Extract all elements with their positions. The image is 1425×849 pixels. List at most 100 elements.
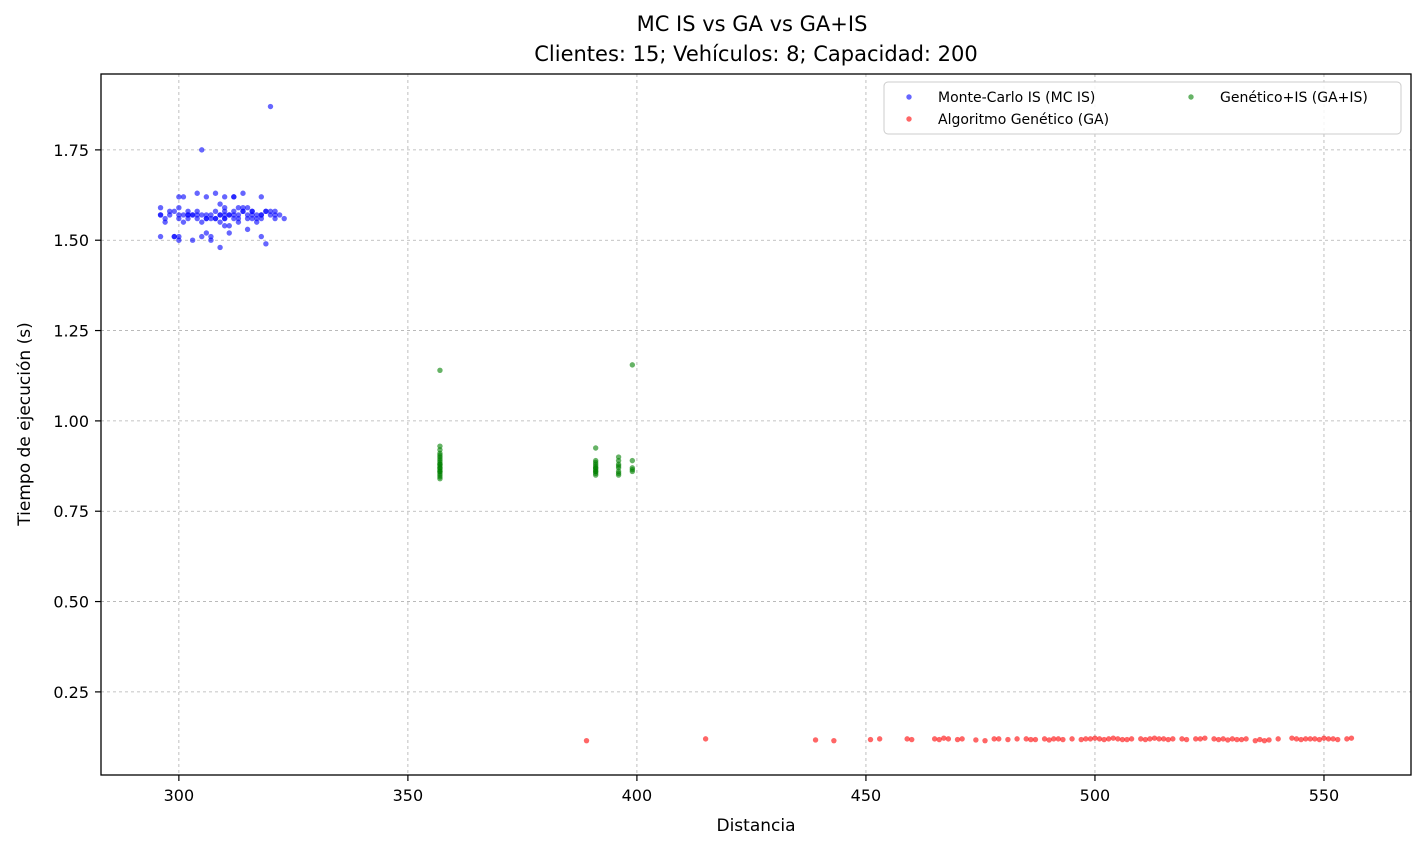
point-ga [1275,736,1281,742]
legend-marker-ga [906,116,912,122]
point-mc-is [267,103,274,110]
y-tick-label: 0.75 [53,502,89,521]
point-ga [1348,735,1355,741]
point-mc-is [240,208,246,215]
point-ga [1156,736,1162,742]
point-mc-is [254,212,260,218]
series-mc-is [157,103,287,251]
y-tick-label: 0.25 [53,683,89,702]
axis-ticks: 300 350 400 450 500 550 0.25 0.50 0.75 1.00 1.25 1.… [53,141,1339,805]
point-mc-is [226,230,232,236]
point-ga [1092,735,1098,741]
point-mc-is [258,194,265,200]
point-ga [1183,736,1190,743]
point-ga-is [592,445,599,451]
point-mc-is [226,212,232,218]
point-ga [1266,737,1272,743]
point-ga [954,736,961,743]
point-ga [1211,736,1217,742]
point-ga-is [629,457,636,464]
point-ga [1078,736,1084,743]
point-ga [1005,736,1011,743]
x-tick-label: 400 [622,786,653,805]
point-ga-is [437,367,443,373]
point-mc-is [199,212,205,218]
point-ga [1335,736,1341,743]
point-ga [1101,736,1107,743]
point-ga [1261,737,1268,744]
point-ga [702,736,709,742]
point-ga [1215,736,1222,743]
point-mc-is [226,223,232,229]
point-ga [1151,735,1158,741]
point-ga [1243,736,1249,742]
point-ga [1238,736,1245,743]
point-ga [1060,736,1066,743]
point-ga [1257,736,1263,743]
point-mc-is [199,147,205,153]
point-ga [1289,735,1295,741]
point-mc-is [217,219,223,225]
point-mc-is [176,205,182,211]
point-mc-is [258,215,265,222]
point-mc-is [217,201,223,207]
data-points [157,103,1355,744]
point-mc-is [180,219,187,225]
point-ga [1014,736,1020,742]
point-mc-is [180,194,187,200]
point-mc-is [235,205,242,211]
point-ga [1128,736,1135,742]
point-mc-is [231,212,237,218]
point-ga [1124,736,1130,743]
point-mc-is [254,219,260,225]
point-ga [1023,736,1029,742]
point-mc-is [244,226,251,233]
point-ga-is [437,461,443,467]
y-axis-label: Tiempo de ejecución (s) [15,322,35,526]
legend: Monte-Carlo IS (MC IS) Algoritmo Genétic… [883,81,1402,135]
point-ga [1032,736,1039,743]
point-mc-is [276,212,283,218]
point-ga [1197,736,1204,742]
point-ga [1302,736,1309,742]
point-mc-is [212,215,219,222]
point-mc-is [176,215,182,222]
point-mc-is [185,212,191,218]
point-mc-is [244,205,251,211]
point-mc-is [157,212,164,218]
point-mc-is [157,233,164,240]
point-ga [1165,736,1171,743]
point-mc-is [231,194,237,200]
legend-box [883,81,1402,135]
point-ga-is [629,465,636,471]
point-ga [1234,736,1240,743]
x-axis-label: Distancia [716,816,795,836]
legend-marker-mc-is [906,94,912,100]
point-ga [1344,736,1350,742]
point-ga [941,735,947,741]
point-mc-is [194,212,200,218]
series-ga [583,735,1355,744]
point-mc-is [199,233,205,240]
point-mc-is [167,208,173,215]
chart-title: MC IS vs GA vs GA+IS [637,12,868,36]
point-mc-is [180,212,187,218]
point-ga [867,736,874,743]
point-ga [876,736,883,742]
point-ga [1170,736,1176,742]
point-ga [1087,736,1094,742]
x-tick-label: 550 [1309,786,1340,805]
point-ga [583,737,590,744]
point-ga [991,736,997,742]
point-ga [1115,736,1121,742]
point-ga-is [615,454,622,460]
legend-marker-ga-is [1188,94,1194,100]
point-ga [1307,736,1313,742]
point-ga-is [592,465,599,471]
x-tick-label: 450 [851,786,882,805]
point-mc-is [240,190,246,196]
point-mc-is [244,212,251,218]
point-mc-is [221,215,228,222]
chart-subtitle: Clientes: 15; Vehículos: 8; Capacidad: 2… [534,42,978,66]
point-ga [1220,736,1226,742]
